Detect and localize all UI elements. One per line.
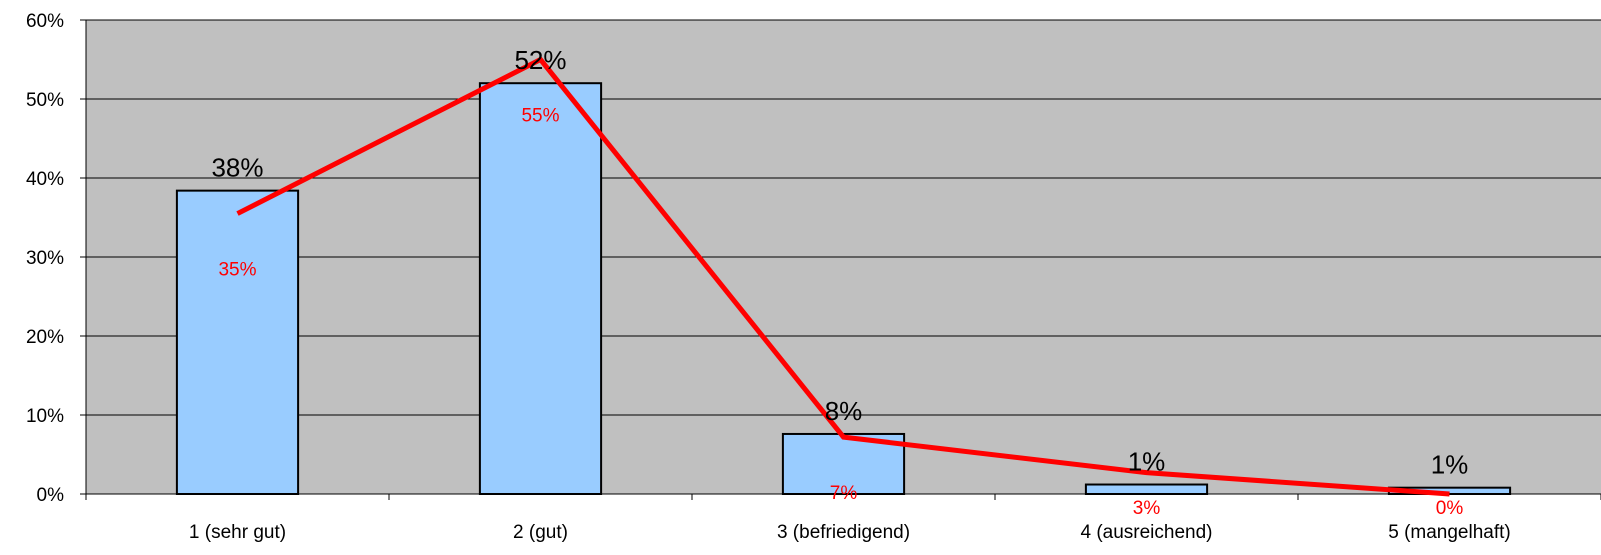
y-tick-label: 20% — [26, 327, 64, 348]
y-tick-label: 60% — [26, 11, 64, 32]
x-axis: 1 (sehr gut) 2 (gut) 3 (befriedigend) 4 (au… — [85, 493, 1601, 543]
y-tick-label: 50% — [26, 90, 64, 111]
bar-data-label: 8% — [825, 396, 863, 426]
x-tick-label: 1 (sehr gut) — [189, 522, 286, 543]
x-tick-label: 4 (ausreichend) — [1080, 522, 1212, 543]
y-tick-label: 40% — [26, 169, 64, 190]
bar — [175, 189, 300, 495]
line-series — [236, 56, 1450, 497]
series-line — [236, 56, 1450, 497]
line-data-label: 3% — [1133, 498, 1161, 519]
x-tick-label: 3 (befriedigend) — [777, 522, 910, 543]
y-tick-label: 0% — [37, 485, 65, 506]
bar-data-label: 1% — [1128, 447, 1166, 477]
data-labels: 38% 52% 8% 1% 1% 35% 55% 7% 3% 0% — [211, 45, 1468, 519]
bar-series — [175, 82, 1512, 495]
y-tick-label: 10% — [26, 406, 64, 427]
y-tick-label: 30% — [26, 248, 64, 269]
y-axis: 0% 10% 20% 30% 40% 50% 60% — [26, 11, 87, 506]
bar-data-label: 1% — [1431, 450, 1469, 480]
line-data-label: 55% — [521, 106, 559, 127]
bar-data-label: 52% — [514, 45, 566, 75]
bar — [478, 82, 603, 495]
x-tick-label: 5 (mangelhaft) — [1388, 522, 1511, 543]
bar-data-label: 38% — [211, 153, 263, 183]
x-tick-label: 2 (gut) — [513, 522, 568, 543]
line-data-label: 7% — [830, 483, 858, 504]
line-data-label: 0% — [1436, 498, 1464, 519]
line-data-label: 35% — [218, 260, 256, 281]
bar — [1084, 483, 1209, 495]
